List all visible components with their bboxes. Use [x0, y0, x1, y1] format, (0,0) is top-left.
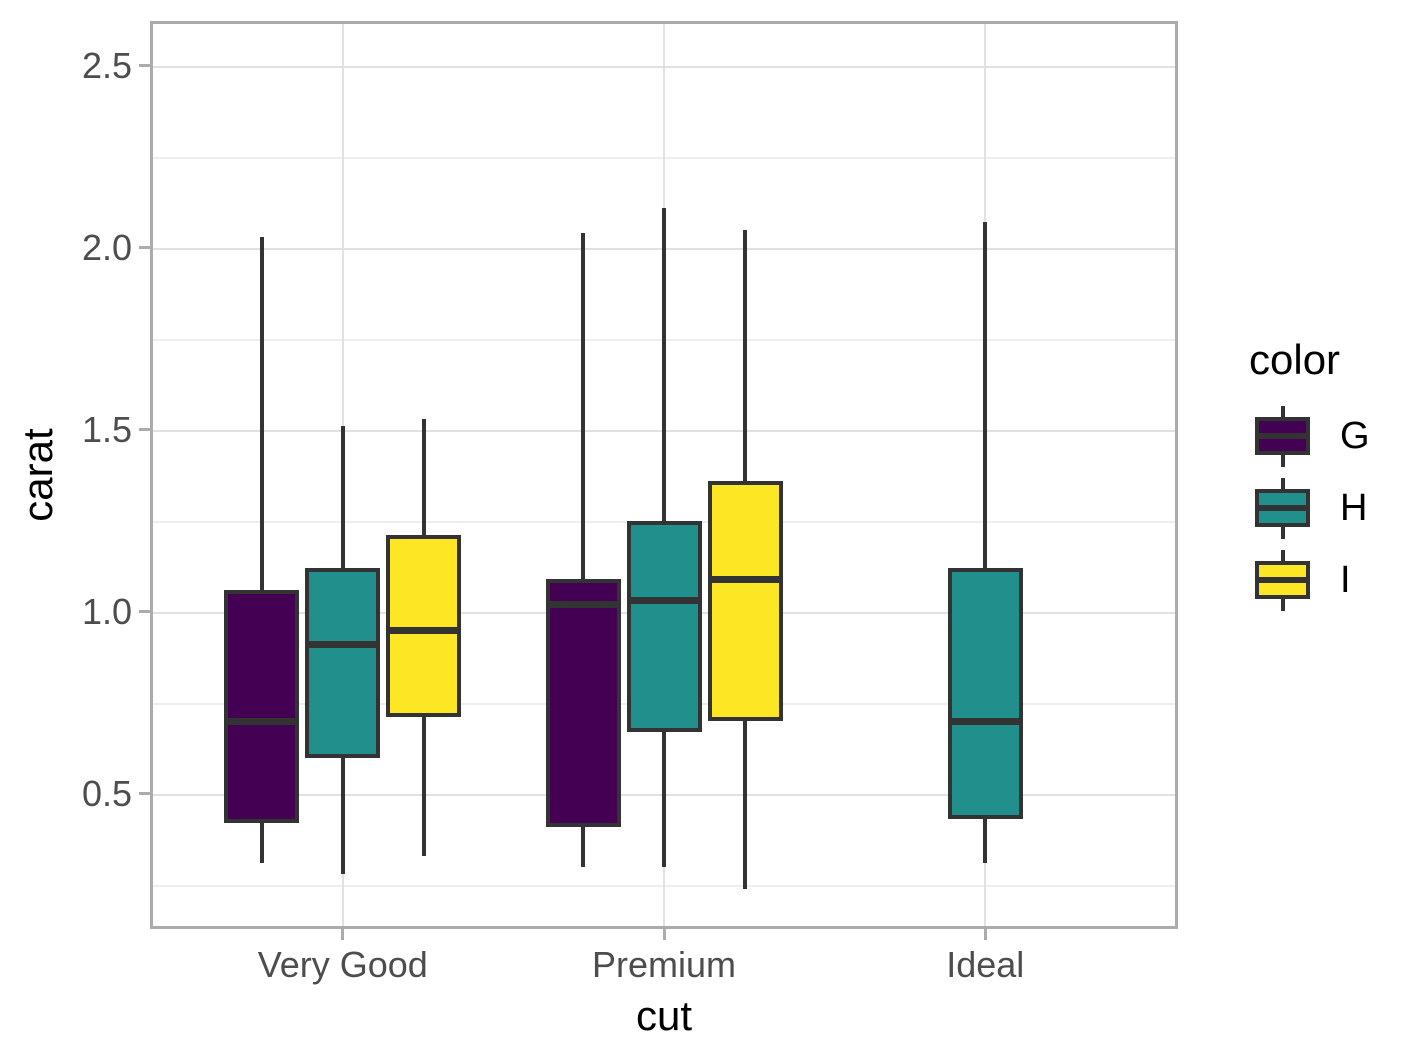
legend-label-G: G — [1340, 415, 1370, 457]
whisker-G-very-good — [259, 236, 264, 864]
median-H-premium — [626, 597, 702, 605]
y-tick-label: 2.0 — [81, 226, 132, 268]
legend-key-median-I — [1255, 577, 1310, 583]
median-H-ideal — [947, 717, 1023, 725]
whisker-G-premium — [581, 233, 585, 867]
median-I-very-good — [386, 626, 462, 634]
y-tick-label: 2.5 — [81, 44, 132, 86]
y-tick-label: 1.5 — [81, 408, 132, 450]
x-axis-tick — [341, 929, 345, 940]
x-axis-tick — [662, 929, 666, 940]
legend-key-median-G — [1255, 433, 1310, 439]
y-axis-tick — [139, 792, 150, 796]
y-axis-tick — [139, 246, 150, 250]
box-G-very-good — [224, 590, 300, 824]
y-tick-label: 0.5 — [81, 772, 132, 814]
legend-key-median-H — [1255, 505, 1310, 511]
whisker-H-ideal — [983, 222, 988, 864]
box-I-premium — [707, 480, 783, 722]
box-G-premium — [545, 579, 621, 827]
median-H-very-good — [305, 641, 381, 649]
x-tick-label-ideal: Ideal — [946, 944, 1025, 985]
box-H-ideal — [947, 568, 1023, 820]
y-axis-tick — [139, 428, 150, 432]
x-tick-label-premium: Premium — [591, 944, 737, 985]
x-axis-title: cut — [635, 992, 693, 1039]
box-H-premium — [626, 520, 702, 733]
y-axis-tick — [139, 610, 150, 614]
legend-label-I: I — [1340, 559, 1351, 601]
legend-label-H: H — [1340, 487, 1368, 529]
median-I-premium — [707, 575, 783, 583]
y-axis-title: carat — [14, 428, 61, 522]
median-G-very-good — [224, 717, 300, 725]
y-tick-label: 1.0 — [81, 590, 132, 632]
x-tick-label-very-good: Very Good — [257, 944, 428, 985]
box-I-very-good — [386, 535, 462, 718]
box-H-very-good — [305, 568, 381, 758]
median-G-premium — [545, 601, 621, 609]
y-axis-tick — [139, 64, 150, 68]
legend-title: color — [1249, 336, 1341, 383]
x-axis-tick — [983, 929, 987, 940]
